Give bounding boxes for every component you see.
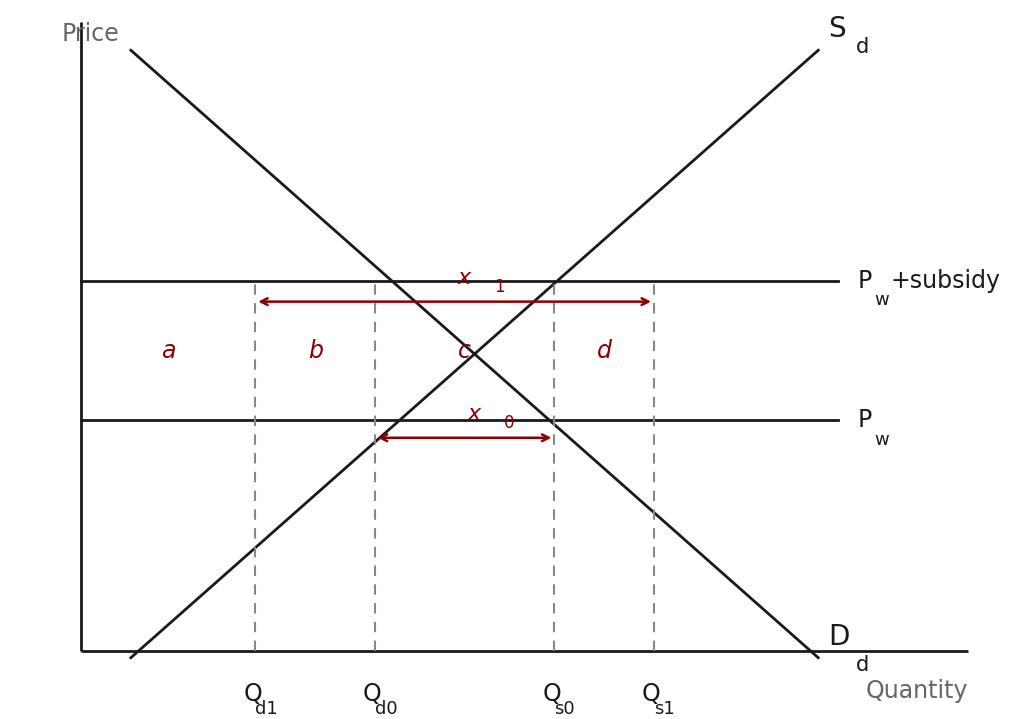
Text: x: x: [468, 404, 481, 423]
Text: 0: 0: [504, 414, 515, 432]
Text: d: d: [597, 339, 611, 362]
Text: a: a: [161, 339, 175, 362]
Text: w: w: [874, 291, 889, 309]
Text: Q: Q: [244, 682, 262, 706]
Text: Q: Q: [642, 682, 660, 706]
Text: S: S: [828, 15, 846, 43]
Text: d: d: [856, 655, 869, 675]
Text: P: P: [858, 408, 872, 432]
Text: x: x: [458, 267, 471, 288]
Text: d1: d1: [255, 700, 279, 718]
Text: P: P: [858, 269, 872, 293]
Text: d: d: [856, 37, 869, 58]
Text: w: w: [874, 431, 889, 449]
Text: Quantity: Quantity: [865, 679, 968, 702]
Text: D: D: [828, 623, 850, 651]
Text: d0: d0: [375, 700, 397, 718]
Text: Q: Q: [362, 682, 382, 706]
Text: s0: s0: [554, 700, 574, 718]
Text: s1: s1: [654, 700, 675, 718]
Text: 1: 1: [495, 278, 505, 296]
Text: c: c: [458, 339, 471, 362]
Text: Price: Price: [61, 22, 119, 46]
Text: Q: Q: [543, 682, 561, 706]
Text: b: b: [307, 339, 323, 362]
Text: +subsidy: +subsidy: [891, 269, 1000, 293]
